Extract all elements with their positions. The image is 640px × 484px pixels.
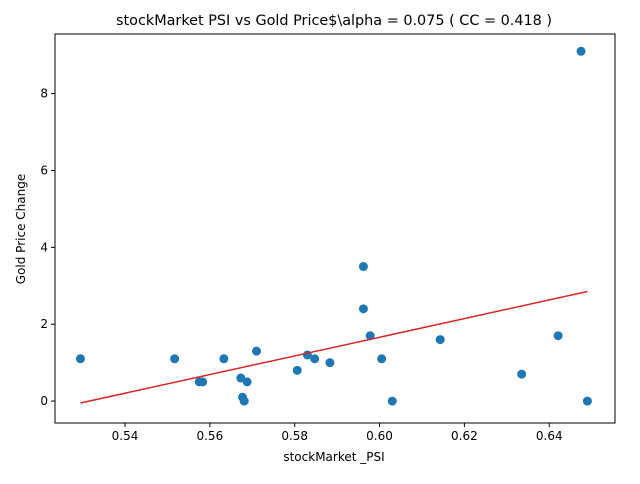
data-point bbox=[365, 331, 375, 341]
data-point bbox=[239, 396, 249, 406]
data-layer bbox=[75, 46, 592, 406]
data-point bbox=[358, 262, 368, 272]
x-tick-label: 0.64 bbox=[536, 429, 563, 443]
y-tick-label: 2 bbox=[40, 317, 48, 331]
data-point bbox=[198, 377, 208, 387]
data-point bbox=[358, 304, 368, 314]
data-point bbox=[553, 331, 563, 341]
data-point bbox=[75, 354, 85, 364]
data-point bbox=[576, 46, 586, 56]
data-point bbox=[310, 354, 320, 364]
data-point bbox=[170, 354, 180, 364]
axes-layer: 0.54 0.56 0.58 0.60 0.62 0.64 0 2 4 6 8 bbox=[40, 33, 616, 443]
y-tick-label: 0 bbox=[40, 394, 48, 408]
regression-line bbox=[80, 290, 588, 404]
x-axis-label: stockMarket _PSI bbox=[283, 450, 384, 464]
x-tick-label: 0.60 bbox=[366, 429, 393, 443]
y-tick-label: 8 bbox=[40, 87, 48, 101]
x-tick-label: 0.54 bbox=[112, 429, 139, 443]
y-tick-label: 4 bbox=[40, 240, 48, 254]
data-point bbox=[219, 354, 229, 364]
data-point bbox=[517, 369, 527, 379]
data-point bbox=[242, 377, 252, 387]
x-tick-label: 0.62 bbox=[451, 429, 478, 443]
data-point bbox=[387, 396, 397, 406]
data-point bbox=[252, 346, 262, 356]
data-point bbox=[377, 354, 387, 364]
y-tick-label: 6 bbox=[40, 163, 48, 177]
data-point bbox=[325, 358, 335, 368]
x-tick-label: 0.58 bbox=[281, 429, 308, 443]
data-point bbox=[292, 365, 302, 375]
x-tick-label: 0.56 bbox=[196, 429, 223, 443]
y-axis-label: Gold Price Change bbox=[14, 174, 28, 284]
data-point bbox=[582, 396, 592, 406]
plot-frame bbox=[54, 33, 616, 424]
data-point bbox=[435, 335, 445, 345]
chart-title: stockMarket PSI vs Gold Price$\alpha = 0… bbox=[116, 13, 552, 29]
